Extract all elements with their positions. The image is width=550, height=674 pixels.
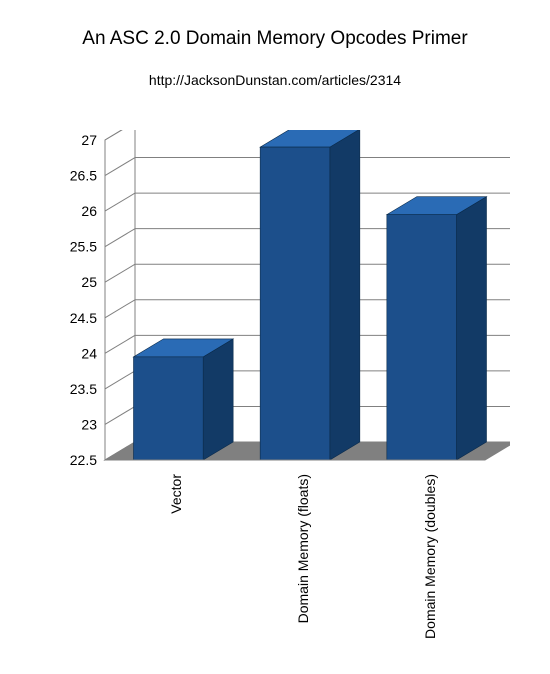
xtick-label: Domain Memory (doubles): [422, 474, 438, 674]
bar-front: [260, 147, 330, 460]
ytick-label: 25: [81, 274, 97, 290]
ytick-label: 24: [81, 345, 97, 361]
ytick-label: 23: [81, 416, 97, 432]
bar-front: [134, 357, 204, 460]
ytick-label: 22.5: [70, 452, 97, 468]
bar-chart-3d: 22.5 23 23.5 24 24.5 25 25.5 26 26.5 27: [50, 130, 510, 490]
xtick-label: Vector: [168, 474, 184, 674]
side-wall: [105, 130, 135, 460]
chart-subtitle: http://JacksonDunstan.com/articles/2314: [0, 50, 550, 88]
ytick-label: 26.5: [70, 168, 97, 184]
xtick-label: Domain Memory (floats): [295, 474, 311, 674]
bar-front: [387, 215, 457, 460]
bar-side: [330, 130, 360, 460]
chart-area: 22.52323.52424.52525.52626.527 VectorDom…: [50, 130, 510, 630]
ytick-label: 24.5: [70, 310, 97, 326]
ytick-label: 23.5: [70, 381, 97, 397]
bar-side: [203, 339, 233, 460]
ytick-label: 27: [81, 132, 97, 148]
chart-title: An ASC 2.0 Domain Memory Opcodes Primer: [0, 0, 550, 50]
bar-side: [457, 197, 487, 460]
ytick-label: 26: [81, 203, 97, 219]
ytick-label: 25.5: [70, 239, 97, 255]
